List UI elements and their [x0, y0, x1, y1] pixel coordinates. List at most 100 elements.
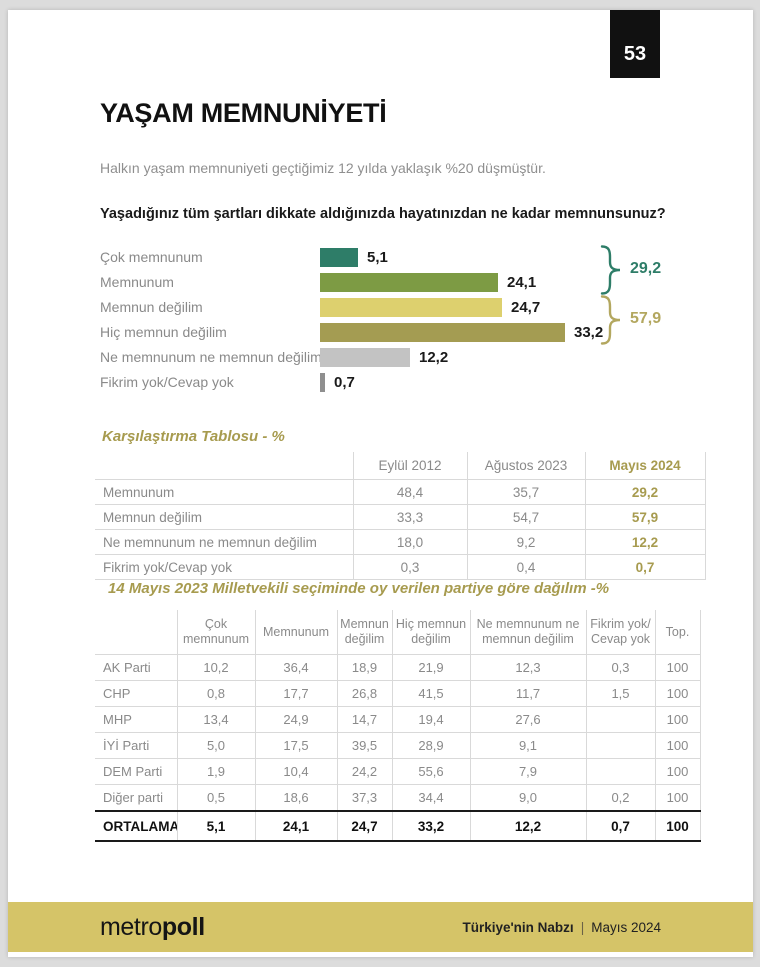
chart-category-label: Hiç memnun değilim [100, 324, 227, 340]
cell-value: 11,7 [469, 680, 586, 707]
chart-row: Hiç memnun değilim 33,2 [8, 323, 753, 342]
cell-value: 33,2 [391, 810, 470, 842]
cell-value: 5,0 [176, 732, 255, 759]
cell-value: 39,5 [336, 732, 392, 759]
column-header [95, 452, 353, 480]
metropoll-logo: metropoll [100, 913, 205, 942]
table-row: CHP 0,8 17,7 26,8 41,5 11,7 1,5 100 [95, 680, 701, 707]
row-label: DEM Parti [95, 758, 177, 785]
column-header: Eylül 2012 [352, 452, 467, 480]
cell-value: 10,2 [176, 654, 255, 681]
column-header [95, 610, 177, 655]
table-row: Fikrim yok/Cevap yok 0,3 0,4 0,7 [95, 554, 706, 580]
cell-value: 19,4 [391, 706, 470, 733]
chart-row: Çok memnunum 5,1 [8, 248, 753, 267]
cell-value: 100 [654, 680, 701, 707]
row-label: ORTALAMA [95, 810, 177, 842]
table-row: AK Parti 10,2 36,4 18,9 21,9 12,3 0,3 100 [95, 654, 701, 681]
brace-bracket-icon [600, 295, 621, 345]
chart-category-label: Fikrim yok/Cevap yok [100, 374, 234, 390]
chart-value-label: 24,1 [507, 274, 537, 291]
logo-text-regular: metro [100, 912, 162, 941]
table-row: DEM Parti 1,9 10,4 24,2 55,6 7,9 100 [95, 758, 701, 785]
row-label: Ne memnunum ne memnun değilim [95, 529, 353, 555]
cell-value: 100 [654, 784, 701, 812]
row-label: Memnun değilim [95, 504, 353, 530]
chart-category-label: Ne memnunum ne memnun değilim [100, 349, 322, 365]
table-header-row: Eylül 2012 Ağustos 2023 Mayıs 2024 [95, 452, 706, 480]
table-row: ORTALAMA 5,1 24,1 24,7 33,2 12,2 0,7 100 [95, 810, 701, 842]
page-subtitle: Halkın yaşam memnuniyeti geçtiğimiz 12 y… [100, 160, 546, 176]
chart-value-label: 24,7 [511, 299, 541, 316]
cell-value: 9,2 [466, 529, 585, 555]
row-label: Memnunum [95, 479, 353, 505]
column-header: Çok memnunum [176, 610, 255, 655]
row-label: Fikrim yok/Cevap yok [95, 554, 353, 580]
cell-value: 0,3 [585, 654, 655, 681]
cell-value [585, 706, 655, 733]
cell-value: 0,7 [585, 810, 655, 842]
cell-value: 9,0 [469, 784, 586, 812]
cell-value: 35,7 [466, 479, 585, 505]
chart-bar [320, 348, 410, 367]
cell-value: 55,6 [391, 758, 470, 785]
party-table-title: 14 Mayıs 2023 Milletvekili seçiminde oy … [108, 580, 610, 597]
chart-row: Fikrim yok/Cevap yok 0,7 [8, 373, 753, 392]
cell-value: 17,7 [254, 680, 337, 707]
cell-value [585, 758, 655, 785]
column-header: Hiç memnun değilim [391, 610, 470, 655]
cell-value: 18,6 [254, 784, 337, 812]
table-row: Memnun değilim 33,3 54,7 57,9 [95, 504, 706, 530]
table-header-row: Çok memnunum Memnunum Memnun değilim Hiç me… [95, 610, 701, 655]
cell-value: 27,6 [469, 706, 586, 733]
cell-value: 5,1 [176, 810, 255, 842]
column-header: Mayıs 2024 [584, 452, 706, 480]
row-label: İYİ Parti [95, 732, 177, 759]
satisfaction-bar-chart: Çok memnunum 5,1 Memnunum 24,1 Memnun değili… [8, 245, 753, 398]
page-title: YAŞAM MEMNUNİYETİ [100, 98, 387, 128]
cell-value: 0,5 [176, 784, 255, 812]
cell-value: 36,4 [254, 654, 337, 681]
comparison-table: Eylül 2012 Ağustos 2023 Mayıs 2024 Memnunum… [95, 452, 706, 580]
footer-caption: Türkiye'nin Nabzı | Mayıs 2024 [462, 920, 661, 935]
chart-row: Memnunum 24,1 [8, 273, 753, 292]
logo-text-bold: poll [161, 912, 205, 941]
cell-value: 33,3 [352, 504, 467, 530]
report-page: 53 YAŞAM MEMNUNİYETİ Halkın yaşam memnun… [8, 10, 753, 957]
chart-category-label: Çok memnunum [100, 249, 203, 265]
chart-bar [320, 323, 565, 342]
footer-separator: | [580, 919, 585, 935]
table-row: Ne memnunum ne memnun değilim 18,0 9,2 12,2 [95, 529, 706, 555]
cell-value: 100 [654, 810, 701, 842]
cell-value: 13,4 [176, 706, 255, 733]
chart-bar [320, 373, 325, 392]
cell-value: 0,8 [176, 680, 255, 707]
row-label: Diğer parti [95, 784, 177, 812]
cell-value: 29,2 [584, 479, 706, 505]
column-header: Ne memnunum ne memnun değilim [469, 610, 586, 655]
comparison-table-title: Karşılaştırma Tablosu - % [102, 428, 285, 445]
chart-bar [320, 298, 502, 317]
cell-value: 14,7 [336, 706, 392, 733]
footer-date: Mayıs 2024 [591, 919, 661, 935]
row-label: AK Parti [95, 654, 177, 681]
chart-row: Ne memnunum ne memnun değilim 12,2 [8, 348, 753, 367]
cell-value: 9,1 [469, 732, 586, 759]
chart-value-label: 12,2 [419, 349, 449, 366]
party-breakdown-table: Çok memnunum Memnunum Memnun değilim Hiç me… [95, 610, 701, 842]
brace-bracket-icon [600, 245, 621, 295]
cell-value: 57,9 [584, 504, 706, 530]
cell-value: 48,4 [352, 479, 467, 505]
chart-bar [320, 248, 358, 267]
row-label: CHP [95, 680, 177, 707]
survey-question: Yaşadığınız tüm şartları dikkate aldığın… [100, 206, 666, 222]
cell-value: 0,4 [466, 554, 585, 580]
cell-value: 100 [654, 758, 701, 785]
bracket-aggregate-value: 29,2 [630, 260, 662, 277]
cell-value: 24,7 [336, 810, 392, 842]
table-row: Memnunum 48,4 35,7 29,2 [95, 479, 706, 505]
chart-value-label: 33,2 [574, 324, 604, 341]
cell-value: 12,2 [469, 810, 586, 842]
cell-value: 26,8 [336, 680, 392, 707]
cell-value: 17,5 [254, 732, 337, 759]
